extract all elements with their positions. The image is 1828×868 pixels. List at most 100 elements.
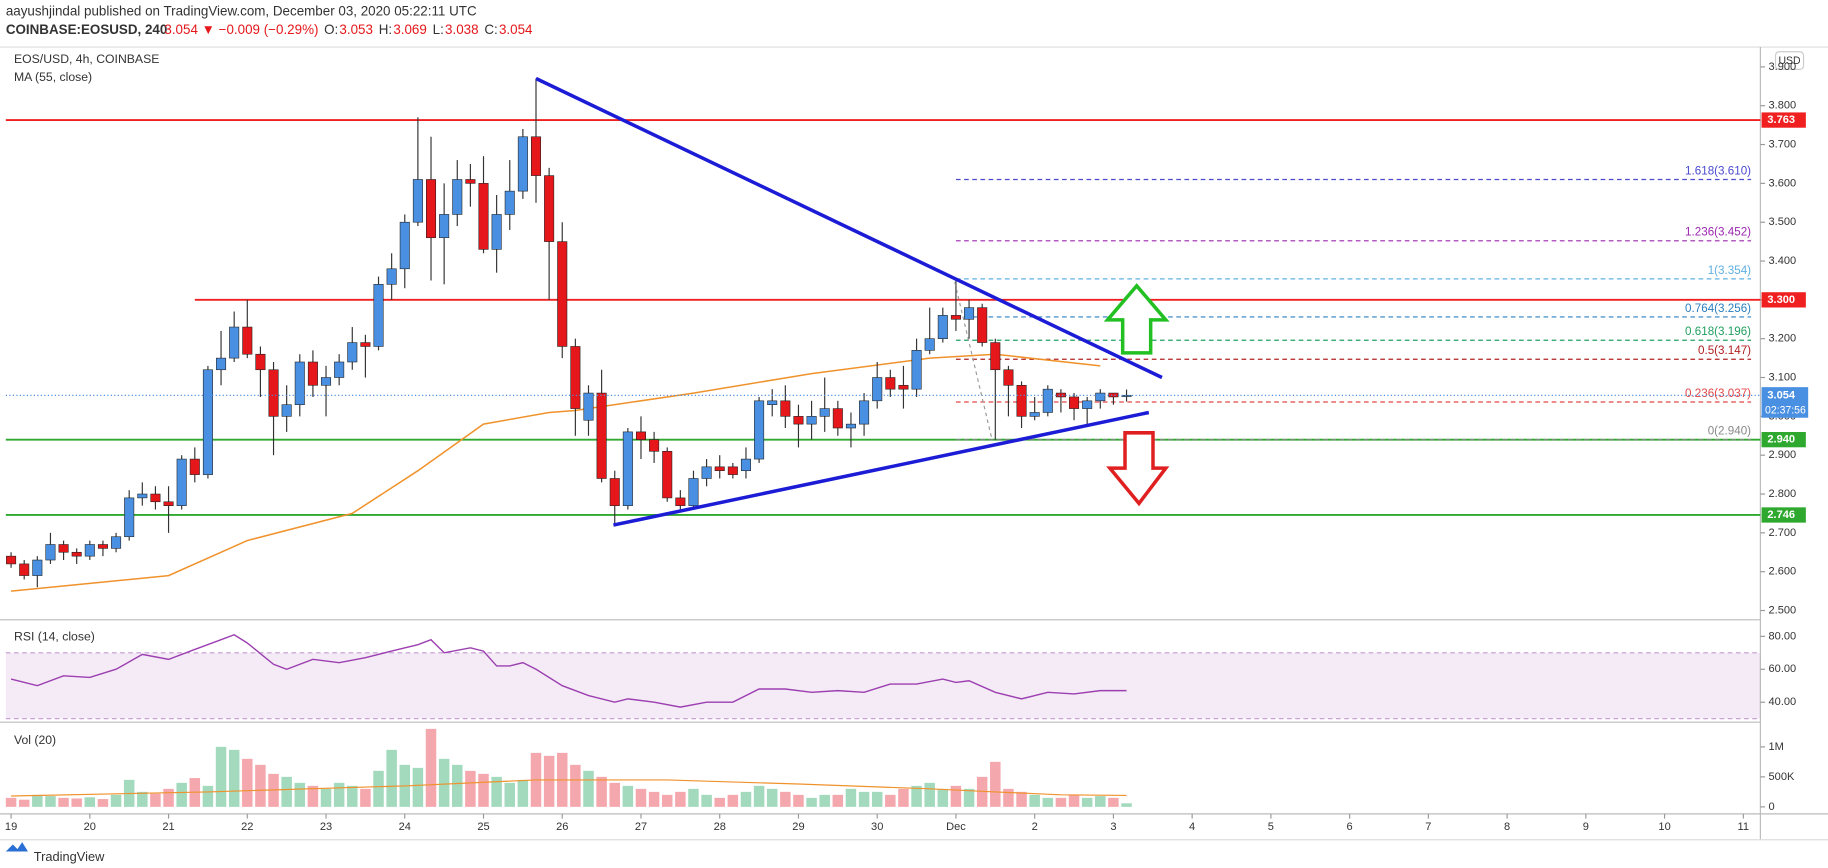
candle-body: [1055, 392, 1066, 398]
volume-bar: [202, 785, 214, 807]
candle-body: [990, 342, 1001, 371]
volume-bar: [885, 794, 896, 807]
candle-body: [898, 384, 909, 390]
x-tick-label: 23: [320, 821, 332, 833]
volume-bar: [242, 758, 253, 807]
volume-bar: [347, 785, 358, 807]
candle-body: [465, 179, 476, 184]
candle-body: [347, 342, 358, 363]
volume-bar: [465, 770, 476, 807]
candle-body: [1069, 396, 1080, 409]
candle-body: [491, 214, 502, 250]
candle-body: [806, 416, 817, 425]
volume-bar: [478, 773, 489, 807]
candle-body: [307, 361, 318, 386]
candle-body: [517, 136, 528, 192]
candle-body: [740, 458, 751, 472]
fib-label: 1.618(3.610): [1685, 164, 1751, 177]
candle-body: [412, 179, 423, 223]
x-tick-label: 19: [5, 821, 17, 833]
candle-body: [150, 493, 161, 503]
candle-body: [334, 361, 345, 378]
x-tick-label: 25: [477, 821, 489, 833]
chart-title: EOS/USD, 4h, COINBASE: [14, 52, 159, 66]
volume-bar: [937, 788, 949, 807]
x-tick-label: 29: [792, 821, 804, 833]
candle-body: [321, 377, 332, 386]
volume-bar: [1016, 791, 1027, 807]
trendline: [613, 410, 1150, 527]
volume-bar: [386, 749, 397, 807]
volume-bar: [858, 791, 870, 807]
price-tick-label: 2.800: [1769, 488, 1797, 500]
volume-bar: [18, 799, 30, 807]
fib-label: 0.618(3.196): [1685, 325, 1751, 338]
candle-body: [859, 400, 870, 425]
volume-bar: [911, 785, 922, 807]
rsi-tick-label: 80.00: [1769, 630, 1797, 642]
volume-bar: [1081, 797, 1093, 807]
candle-body: [504, 190, 515, 215]
candle-body: [622, 431, 633, 506]
candle-body: [583, 392, 594, 421]
price-tick-label: 2.500: [1769, 604, 1797, 616]
candle-body: [58, 544, 69, 553]
level-tag: [1761, 292, 1806, 308]
volume-bar: [32, 794, 43, 807]
volume-bar: [71, 798, 82, 807]
candle-body: [714, 466, 725, 472]
candle-body: [97, 544, 108, 549]
candle-body: [819, 408, 830, 417]
candle-body: [924, 338, 935, 351]
ohlc-value: 3.053: [339, 22, 373, 37]
candle-body: [268, 369, 279, 417]
candle-body: [242, 326, 253, 355]
volume-bar: [740, 791, 752, 807]
last-price-tag: [1761, 387, 1809, 418]
ma-label: MA (55, close): [14, 70, 92, 84]
candle-body: [202, 369, 213, 475]
volume-bar: [766, 788, 778, 807]
volume-bar: [281, 776, 292, 807]
currency-box[interactable]: [1774, 51, 1805, 70]
ohlc: O: 3.053 H: 3.069 L: 3.038 C: 3.054: [324, 22, 533, 37]
candle-body: [386, 268, 397, 285]
candle-body: [780, 400, 791, 417]
x-tick-label: 6: [1347, 821, 1353, 833]
candle-body: [1029, 412, 1040, 417]
candle-body: [426, 179, 437, 239]
candle-body: [832, 408, 843, 429]
ohlc-key: H:: [379, 22, 392, 37]
x-tick-label: 11: [1738, 821, 1749, 833]
rsi-line: [10, 633, 1127, 708]
x-tick-label: 28: [714, 821, 726, 833]
volume-bar: [84, 797, 96, 807]
candle-body: [32, 559, 43, 576]
candle-body: [255, 353, 266, 371]
rsi-tick-label: 40.00: [1769, 696, 1797, 708]
candle-body: [885, 377, 896, 390]
candle-body: [845, 423, 856, 429]
price-tick-label: 2.700: [1769, 527, 1797, 539]
volume-bar: [1042, 797, 1054, 807]
volume-bar: [780, 791, 791, 807]
candle-body: [609, 478, 620, 506]
price-tick-label: 3.700: [1769, 138, 1797, 150]
volume-bar: [898, 788, 909, 807]
ohlc-key: O:: [324, 22, 338, 37]
vol-tick-label: 0: [1769, 801, 1775, 813]
volume-bar: [1055, 797, 1067, 807]
volume-bar: [163, 788, 174, 807]
candle-body: [6, 555, 17, 565]
fib-label: 0.236(3.037): [1685, 387, 1751, 400]
volume-bar: [543, 755, 555, 807]
logo: [5, 842, 28, 852]
x-tick-label: 24: [399, 821, 411, 833]
volume-bar: [1003, 788, 1014, 807]
fib-label: 0.5(3.147): [1698, 344, 1751, 357]
candle-body: [675, 497, 686, 506]
x-tick-label: 7: [1425, 821, 1431, 833]
last: 3.054: [164, 22, 198, 37]
candle-body: [1016, 384, 1027, 417]
candle-body: [688, 478, 699, 506]
